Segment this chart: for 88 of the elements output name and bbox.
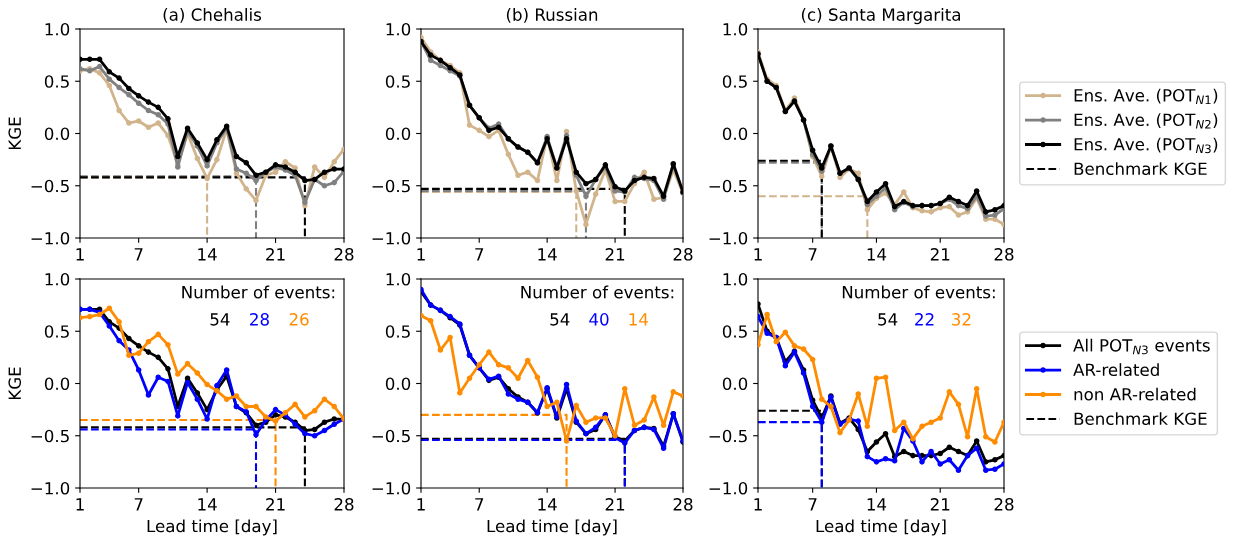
x-tick-label: 1: [76, 498, 84, 511]
y-tick-label: −0.5: [372, 429, 410, 443]
y-tick-label: −0.5: [372, 179, 410, 193]
x-tick-label: 28: [334, 248, 354, 261]
x-tick-label: 7: [475, 248, 484, 261]
y-tick-label: 0.0: [44, 127, 70, 141]
y-tick-label: 1.0: [45, 272, 70, 286]
annotation: 32: [952, 313, 971, 326]
y-tick-label: −0.5: [709, 429, 747, 443]
annotation: 22: [915, 313, 934, 326]
y-tick-label: −1.0: [709, 231, 748, 245]
x-tick-label: 28: [673, 248, 693, 261]
chart-title: (b) Russian: [506, 8, 598, 23]
y-tick-label: −1.0: [709, 481, 748, 495]
legend-label: Benchmark KGE: [1074, 412, 1207, 426]
y-tick-label: −1.0: [31, 231, 70, 245]
x-tick-label: 14: [538, 498, 557, 511]
annotation: Number of events:: [521, 285, 674, 299]
legend-label: Ens. Ave. (POT$_{N3}$): [1074, 137, 1218, 154]
x-tick-label: 7: [134, 248, 143, 261]
x-tick-label: 21: [605, 248, 625, 261]
y-tick-label: −0.5: [709, 179, 747, 193]
x-tick-label: 14: [198, 498, 217, 511]
y-tick-label: 1.0: [723, 272, 748, 286]
x-tick-label: 1: [754, 498, 762, 511]
x-tick-label: 28: [994, 248, 1014, 261]
x-tick-label: 1: [417, 248, 425, 261]
x-tick-label: 21: [266, 498, 285, 511]
chart-title: (c) Santa Margarita: [801, 8, 961, 25]
y-tick-label: 0.5: [385, 75, 410, 88]
x-tick-label: 7: [134, 498, 143, 511]
legend-label: Ens. Ave. (POT$_{N1}$): [1074, 88, 1218, 105]
y-tick-label: 0.0: [385, 377, 411, 391]
annotation: 28: [250, 313, 269, 326]
annotation: 54: [550, 313, 570, 326]
x-axis-title: Lead time [day]: [816, 519, 946, 536]
annotation: 54: [210, 313, 230, 326]
legend-label: All POT$_{N3}$ events: [1073, 338, 1210, 355]
y-tick-label: 1.0: [45, 22, 70, 36]
chart-title: (a) Chehalis: [163, 8, 262, 23]
y-tick-label: 0.5: [722, 325, 747, 338]
x-tick-label: 7: [808, 248, 817, 261]
x-tick-label: 14: [538, 248, 557, 261]
x-tick-label: 1: [417, 498, 425, 511]
legend-label: non AR-related: [1074, 387, 1196, 401]
y-tick-label: 0.5: [44, 75, 69, 88]
y-axis-title: KGE: [8, 367, 22, 400]
y-tick-label: 0.0: [385, 127, 411, 141]
y-tick-label: −1.0: [372, 481, 411, 495]
x-tick-label: 21: [605, 498, 625, 511]
x-tick-label: 21: [930, 248, 950, 261]
legend-label: Benchmark KGE: [1074, 162, 1207, 176]
y-tick-label: 0.5: [44, 325, 69, 338]
x-tick-label: 28: [673, 498, 693, 511]
annotation: 54: [878, 313, 898, 326]
x-tick-label: 14: [867, 498, 887, 511]
legend-label: AR-related: [1073, 363, 1159, 377]
y-tick-label: 0.5: [722, 75, 747, 88]
y-tick-label: 0.5: [385, 325, 410, 338]
x-tick-label: 21: [930, 498, 950, 511]
y-tick-label: −1.0: [372, 231, 411, 245]
x-tick-label: 21: [266, 248, 285, 261]
x-tick-label: 1: [754, 248, 762, 261]
annotation: 14: [629, 313, 648, 326]
x-tick-label: 7: [808, 498, 817, 511]
x-axis-title: Lead time [day]: [487, 519, 617, 536]
x-tick-label: 1: [76, 248, 84, 261]
x-axis-title: Lead time [day]: [147, 519, 277, 536]
y-tick-label: 0.0: [44, 377, 70, 391]
y-tick-label: −0.5: [31, 429, 69, 443]
y-tick-label: 1.0: [386, 272, 411, 286]
x-tick-label: 14: [867, 248, 887, 261]
y-tick-label: 1.0: [723, 22, 748, 36]
annotation: Number of events:: [842, 285, 995, 299]
annotation: Number of events:: [182, 285, 335, 299]
y-axis-title: KGE: [8, 117, 22, 150]
x-tick-label: 28: [334, 498, 354, 511]
x-tick-label: 14: [198, 248, 217, 261]
y-tick-label: 0.0: [722, 377, 748, 391]
y-tick-label: −0.5: [31, 179, 69, 193]
annotation: 26: [289, 313, 309, 326]
x-tick-label: 28: [994, 498, 1014, 511]
legend-label: Ens. Ave. (POT$_{N2}$): [1074, 113, 1218, 129]
x-tick-label: 7: [475, 498, 484, 511]
y-tick-label: 0.0: [722, 127, 748, 141]
y-tick-label: 1.0: [386, 22, 411, 36]
annotation: 40: [589, 313, 609, 326]
y-tick-label: −1.0: [31, 481, 70, 495]
